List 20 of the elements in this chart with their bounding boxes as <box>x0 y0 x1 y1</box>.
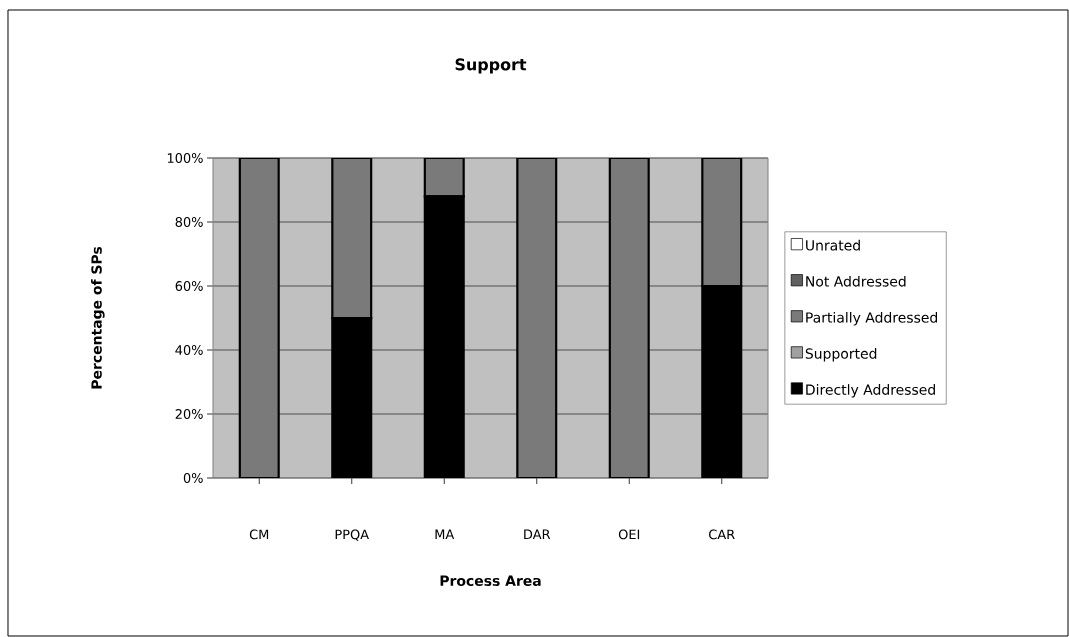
x-tick-label: MA <box>435 529 455 539</box>
legend-label: Partially Addressed <box>806 311 938 326</box>
y-tick-label: 20% <box>175 409 203 419</box>
y-tick-label: 80% <box>175 217 203 227</box>
x-axis-title: Process Area <box>440 575 541 586</box>
y-tick-label: 100% <box>167 153 203 163</box>
chart-title: Support <box>455 58 527 74</box>
y-tick-label: 40% <box>175 345 203 355</box>
legend-label: Supported <box>805 348 877 362</box>
legend-label: Unrated <box>806 239 860 251</box>
x-tick-label: CAR <box>709 529 735 540</box>
x-tick-label: PPQA <box>335 529 369 541</box>
y-tick-label: 60% <box>175 281 203 291</box>
x-tick-label: CM <box>249 529 269 540</box>
y-axis-title: Percentage of SPs <box>91 246 105 389</box>
legend-label: Directly Addressed <box>806 384 935 398</box>
x-tick-label: OEI <box>618 529 640 540</box>
x-tick-label: DAR <box>524 529 551 539</box>
legend-label: Not Addressed <box>806 275 906 287</box>
y-tick-label: 0% <box>183 473 203 483</box>
